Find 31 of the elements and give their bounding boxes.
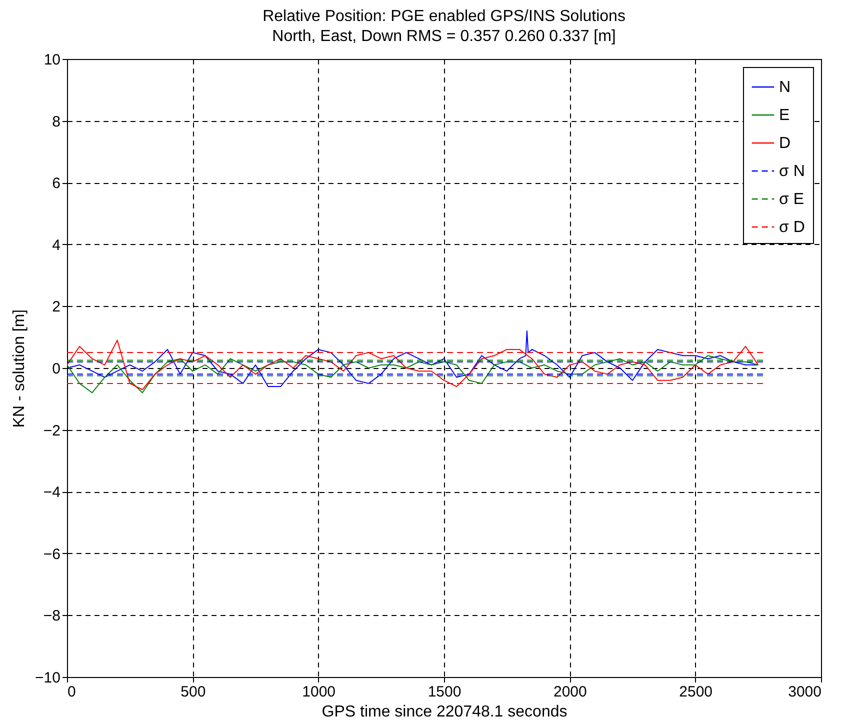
y-tick-label: −6 [43, 546, 60, 563]
line-series [67, 330, 759, 388]
y-tick-label: 6 [52, 175, 60, 192]
y-tick-label: 4 [52, 236, 60, 254]
legend-label: σ D [779, 219, 805, 236]
x-tick-label: 1500 [428, 684, 462, 700]
line-series [67, 340, 759, 390]
legend-label: E [779, 107, 790, 124]
y-tick-label: −2 [43, 422, 60, 440]
y-tick-label: 2 [52, 298, 60, 316]
legend-label: σ E [779, 191, 804, 208]
y-tick-label: −8 [43, 608, 60, 625]
x-tick-label: 2000 [553, 684, 587, 700]
x-axis-title: GPS time since 220748.1 seconds [322, 704, 568, 720]
x-tick-label: 3000 [788, 684, 822, 700]
line-series [67, 355, 759, 394]
y-tick-label: 10 [44, 52, 60, 68]
chart-subtitle: North, East, Down RMS = 0.357 0.260 0.337 [m] [272, 28, 616, 45]
y-tick-label: 0 [52, 360, 60, 378]
y-tick-label: −4 [43, 484, 60, 502]
y-tick-label: 8 [52, 113, 60, 130]
x-tick-label: 1000 [302, 684, 336, 700]
chart-title: Relative Position: PGE enabled GPS/INS Solutions [262, 8, 626, 25]
legend-label: N [779, 79, 791, 96]
x-tick-label: 500 [180, 684, 206, 700]
y-tick-label: −10 [35, 670, 60, 686]
legend-label: D [779, 135, 791, 152]
y-axis-title: KN - solution [m] [11, 309, 28, 428]
x-tick-label: 0 [68, 684, 76, 700]
legend-label: σ N [779, 163, 805, 180]
x-tick-label: 2500 [679, 684, 713, 700]
